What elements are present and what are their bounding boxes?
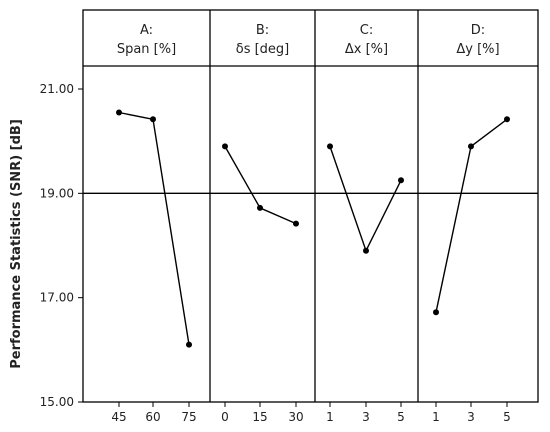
panel-title-unit: Δx [%] <box>345 42 388 57</box>
data-point <box>468 143 474 150</box>
x-tick-label: 75 <box>181 410 196 424</box>
panel-title-factor: C: <box>360 23 373 38</box>
data-point <box>150 116 156 123</box>
data-point <box>363 247 369 254</box>
x-tick-label: 15 <box>252 410 267 424</box>
series-line <box>118 111 190 345</box>
data-point <box>398 177 404 184</box>
x-tick-label: 5 <box>397 410 405 424</box>
panel-title-factor: A: <box>140 23 153 38</box>
data-point <box>327 143 333 150</box>
x-tick-label: 0 <box>221 410 229 424</box>
x-tick-label: 1 <box>326 410 334 424</box>
y-tick-label: 15.00 <box>40 395 74 409</box>
series-line <box>329 146 402 253</box>
panel-title-unit: Span [%] <box>117 42 176 57</box>
panel-title-unit: δs [deg] <box>236 42 290 57</box>
x-tick-label: 3 <box>362 410 370 424</box>
x-tick-label: 3 <box>467 410 475 424</box>
plot-frame <box>82 9 539 403</box>
y-tick-label: 19.00 <box>40 186 74 200</box>
data-point <box>257 204 263 211</box>
data-point <box>222 143 228 150</box>
panel-title-factor: B: <box>256 23 269 38</box>
y-tick-label: 21.00 <box>40 82 74 96</box>
x-tick-label: 60 <box>145 410 160 424</box>
series-line <box>224 146 297 225</box>
panel-title-factor: D: <box>471 23 485 38</box>
x-tick-label: 1 <box>432 410 440 424</box>
y-axis-label: Performance Statistics (SNR) [dB] <box>9 119 24 369</box>
x-tick-label: 5 <box>503 410 511 424</box>
data-point <box>186 341 192 348</box>
x-tick-label: 30 <box>288 410 303 424</box>
data-point <box>433 309 439 316</box>
y-tick-label: 17.00 <box>40 291 74 305</box>
data-point <box>504 116 510 123</box>
data-point <box>293 220 299 227</box>
data-point <box>116 109 122 116</box>
x-tick-label: 45 <box>111 410 126 424</box>
panel-title-unit: Δy [%] <box>456 42 499 57</box>
